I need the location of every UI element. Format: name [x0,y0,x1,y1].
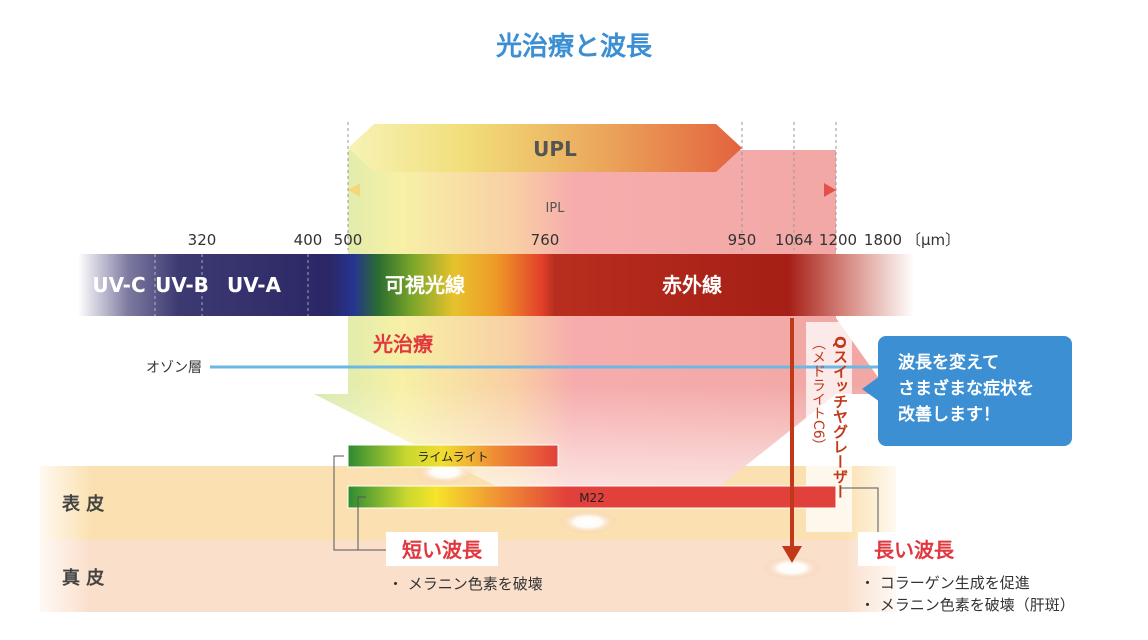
limelight-bar [347,444,559,468]
wl-1800: 1800 [864,231,902,249]
short-wave-bracket-outer [333,455,392,551]
long-wave-label: 長い波長 [874,538,955,562]
laser-paren-label: （メドライトC6） [810,336,826,453]
limelight-label: ライムライト [417,450,488,464]
ipl-label: IPL [546,201,566,216]
glow-laser [762,556,822,580]
bubble-line-3: 改善します！ [898,405,1000,425]
phototherapy-label: 光治療 [372,332,433,356]
epidermis-label: 表 皮 [62,493,104,515]
laser-arrow [782,318,802,563]
info-bubble: 波長を変えて さまざまな症状を 改善します！ [878,336,1072,446]
m22-label: M22 [579,491,605,505]
wl-unit: 〔μm〕 [906,231,960,249]
bubble-line-2: さまざまな症状を [898,379,1034,399]
wl-500: 500 [334,231,363,249]
bubble-line-1: 波長を変えて [898,353,1000,373]
short-wave-box [386,532,498,566]
wl-400: 400 [294,231,323,249]
glow-m22 [558,510,618,534]
wl-320: 320 [188,231,217,249]
wl-950: 950 [728,231,757,249]
spectrum-dividers [154,254,309,316]
ipl-arrow [348,183,836,197]
upl-label: UPL [533,137,577,161]
light-beam-fade [314,150,890,486]
band-uva: UV-A [227,273,282,297]
band-visible: 可視光線 [385,273,465,297]
band-uvb: UV-B [155,273,209,297]
dermis-label: 真 皮 [62,567,104,589]
short-wave-bracket-inner [357,496,366,550]
wavelength-labels: 320 400 500 760 950 1064 1200 1800 〔μm〕 [188,231,960,249]
long-wave-bracket [840,487,879,550]
short-wave-bullet-1: ・ メラニン色素を破壊 [388,575,543,593]
spectrum-bar [78,254,914,316]
bubble-pointer [862,376,880,402]
m22-bar [347,485,837,509]
long-wave-bullet-2: ・ メラニン色素を破壊（肝斑） [860,596,1075,614]
wl-1064: 1064 [775,231,813,249]
diagram-title: 光治療と波長 [495,32,653,62]
laser-name-label: Qスイッチヤグレーザー [831,336,849,499]
short-wave-label: 短い波長 [402,538,483,562]
band-infrared: 赤外線 [662,273,722,297]
long-wave-bullet-1: ・ コラーゲン生成を促進 [860,574,1030,592]
wl-760: 760 [531,231,560,249]
band-uvc: UV-C [92,273,145,297]
upl-band [348,124,742,172]
long-wave-box [858,532,970,566]
wl-1200: 1200 [819,231,857,249]
ozone-label: オゾン層 [146,360,202,376]
